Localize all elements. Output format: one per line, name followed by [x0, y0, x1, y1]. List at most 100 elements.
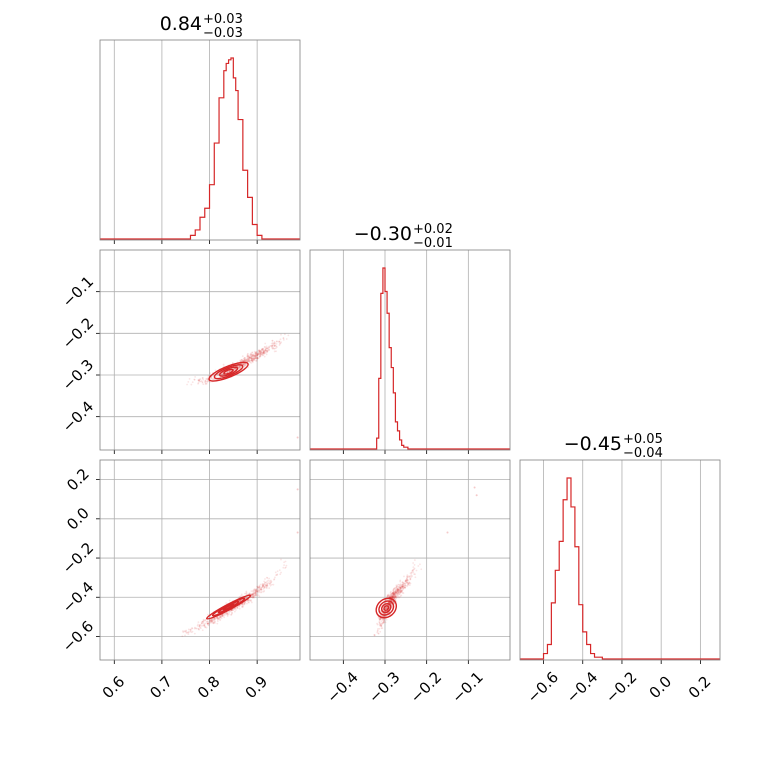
scatter-point — [253, 596, 255, 599]
scatter-point — [262, 584, 265, 587]
scatter-point — [208, 620, 211, 623]
scatter-point — [258, 355, 261, 358]
scatter-point — [185, 630, 187, 633]
scatter-point — [382, 618, 384, 621]
scatter-point — [405, 581, 408, 584]
scatter-point — [396, 588, 399, 591]
scatter-point — [210, 620, 212, 623]
scatter-point — [260, 351, 263, 353]
scatter-point — [393, 593, 396, 596]
scatter-point — [201, 620, 204, 623]
scatter-point — [217, 618, 220, 620]
scatter-point — [259, 352, 262, 355]
scatter-point — [204, 383, 207, 386]
scatter-point — [263, 351, 266, 354]
scatter-point — [265, 349, 268, 352]
scatter-point — [218, 618, 221, 621]
scatter-point — [249, 354, 252, 357]
scatter-point — [398, 586, 401, 589]
scatter-point — [270, 346, 273, 348]
scatter-point — [397, 583, 400, 586]
scatter-point — [387, 594, 390, 597]
scatter-point — [247, 599, 250, 602]
scatter-point — [282, 566, 285, 569]
scatter-point — [265, 353, 268, 356]
scatter-point — [256, 353, 259, 356]
scatter-point — [194, 626, 196, 629]
scatter-point — [188, 377, 191, 380]
scatter-point — [259, 588, 261, 591]
scatter-point — [399, 584, 401, 587]
scatter-point — [392, 596, 395, 599]
scatter-point — [377, 616, 380, 619]
scatter-point — [255, 594, 257, 597]
scatter-point — [397, 588, 400, 591]
scatter-point — [393, 602, 396, 604]
scatter-point — [219, 616, 222, 618]
scatter-point — [206, 620, 209, 623]
scatter-point — [392, 593, 395, 596]
scatter-point — [387, 595, 390, 598]
scatter-point — [259, 353, 261, 356]
scatter-point — [239, 365, 242, 368]
scatter-point — [408, 581, 411, 584]
scatter-point — [403, 584, 406, 586]
scatter-point — [394, 592, 397, 594]
scatter-point — [264, 581, 267, 584]
scatter-point — [250, 601, 253, 604]
title-plus-1: +0.02 — [413, 222, 453, 237]
scatter-point — [379, 618, 382, 621]
scatter-point — [379, 617, 382, 620]
scatter-point — [268, 580, 271, 583]
scatter-point — [210, 618, 213, 621]
scatter-point — [261, 583, 264, 586]
scatter-point — [391, 594, 394, 597]
scatter-point — [251, 360, 254, 362]
scatter-point — [253, 359, 255, 361]
scatter-point — [383, 619, 386, 622]
scatter-point — [262, 351, 265, 354]
scatter-point — [264, 342, 267, 345]
scatter-point — [202, 378, 205, 381]
scatter-point — [255, 354, 258, 356]
scatter-point — [255, 357, 257, 360]
scatter-point — [391, 606, 393, 609]
contour-level-3 — [208, 361, 249, 382]
scatter-point — [189, 628, 192, 631]
scatter-point — [251, 593, 254, 595]
scatter-point — [408, 582, 411, 584]
scatter-point — [221, 615, 224, 617]
scatter-point — [193, 632, 196, 635]
scatter-point — [283, 564, 286, 567]
contour-level-1 — [218, 366, 239, 377]
scatter-point — [398, 590, 400, 593]
scatter-point — [250, 353, 252, 356]
scatter-point — [201, 620, 204, 623]
scatter-point — [403, 586, 406, 589]
scatter-point — [392, 594, 395, 597]
scatter-point — [240, 593, 243, 596]
scatter-point — [266, 346, 269, 349]
scatter-point — [212, 621, 215, 624]
scatter-point — [260, 586, 262, 589]
scatter-point — [254, 356, 256, 359]
scatter-point — [256, 357, 259, 360]
scatter-point — [259, 350, 262, 352]
scatter-point — [251, 357, 253, 360]
scatter-point — [198, 628, 200, 631]
scatter-point — [242, 605, 245, 608]
scatter-point — [239, 599, 241, 602]
scatter-point — [250, 593, 253, 596]
scatter-point — [203, 624, 206, 626]
scatter-point — [266, 349, 269, 352]
scatter-point — [209, 377, 212, 380]
scatter-point — [216, 617, 219, 620]
scatter-point — [211, 377, 213, 380]
scatter-point — [253, 355, 256, 357]
scatter-point — [378, 618, 381, 621]
scatter-point — [265, 586, 268, 589]
scatter-point — [394, 587, 397, 589]
scatter-point — [216, 618, 219, 621]
scatter-point — [376, 629, 379, 632]
x-tick-label: 0.9 — [242, 672, 272, 702]
